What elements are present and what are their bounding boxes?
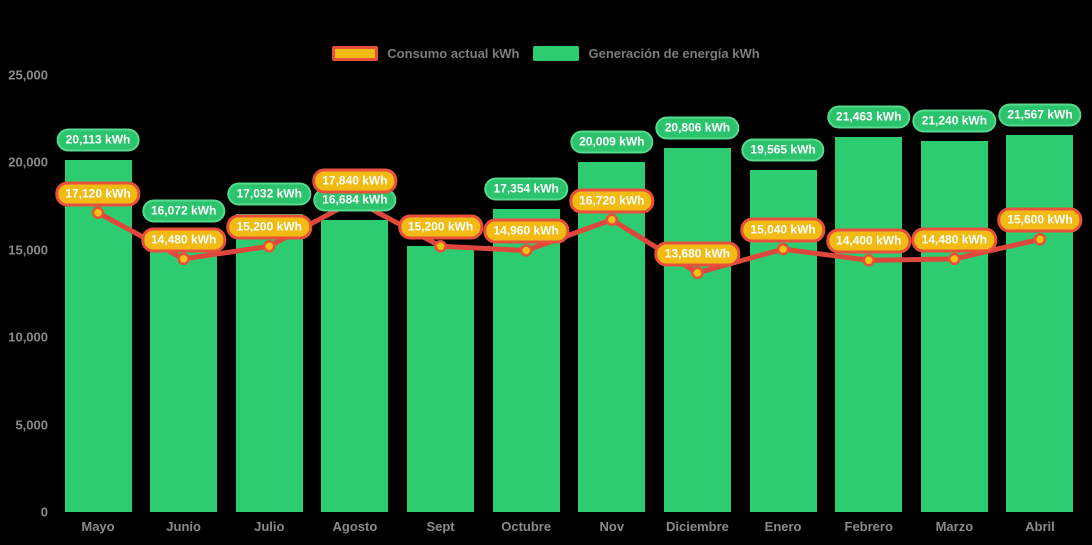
consumption-value-label: 16,720 kWh [569,188,655,214]
generacion-swatch-icon [533,46,580,61]
consumption-point[interactable] [1033,233,1047,246]
generation-value-label: 20,113 kWh [56,128,140,152]
x-axis-label: Octubre [501,519,552,534]
generation-value-label: 16,072 kWh [141,199,226,223]
consumption-value-label: 15,040 kWh [740,217,826,243]
consumption-value-label: 14,400 kWh [826,228,912,254]
legend-label-generacion: Generación de energía kWh [588,46,760,61]
generation-value-label: 19,565 kWh [741,138,825,162]
x-axis-label: Mayo [81,519,115,534]
x-axis-label: Sept [426,519,455,534]
y-axis-tick-label: 25,000 [8,67,48,83]
generation-value-label: 21,240 kWh [912,109,997,133]
consumption-value-label: 15,600 kWh [997,207,1083,233]
consumption-point[interactable] [862,254,875,267]
consumption-value-label: 17,840 kWh [312,168,398,194]
consumption-point[interactable] [691,266,704,280]
y-axis-tick-label: 10,000 [8,329,48,345]
legend-label-consumo: Consumo actual kWh [387,46,520,61]
consumption-value-label: 15,200 kWh [397,214,484,240]
consumption-value-label: 17,120 kWh [55,181,141,207]
consumo-swatch-icon [332,46,379,61]
legend-item-generacion[interactable]: Generación de energía kWh [533,46,760,61]
x-axis-label: Marzo [935,519,974,534]
generation-value-label: 20,806 kWh [655,116,740,140]
generation-bar[interactable] [150,231,218,512]
generation-value-label: 17,032 kWh [227,182,311,206]
consumption-point[interactable] [263,240,276,253]
x-axis-label: Julio [254,519,285,534]
x-axis-label: Junio [166,519,201,534]
generation-value-label: 21,567 kWh [998,103,1082,127]
consumption-point[interactable] [948,252,961,266]
consumption-point[interactable] [91,206,105,219]
y-axis-tick-label: 0 [40,504,48,520]
chart-legend: Consumo actual kWh Generación de energía… [0,46,1092,61]
consumption-value-label: 15,200 kWh [226,214,312,240]
consumption-point[interactable] [434,240,447,253]
generation-bar[interactable] [64,160,132,512]
generation-bar[interactable] [407,246,475,512]
x-axis-label: Agosto [332,519,378,534]
y-axis-tick-label: 15,000 [8,242,48,258]
generation-value-label: 20,009 kWh [570,130,654,154]
legend-item-consumo[interactable]: Consumo actual kWh [332,46,519,61]
generation-bar[interactable] [235,214,303,512]
consumption-point[interactable] [519,244,533,257]
x-axis-label: Diciembre [666,519,729,534]
consumption-point[interactable] [776,242,790,256]
consumption-value-label: 14,480 kWh [140,227,227,253]
generation-value-label: 17,354 kWh [484,177,568,201]
generation-bar[interactable] [920,140,988,512]
generation-bar[interactable] [835,136,903,512]
generation-bar[interactable] [663,148,731,512]
x-axis-label: Enero [764,519,802,534]
generation-bar[interactable] [492,208,560,512]
consumption-value-label: 14,960 kWh [483,218,569,244]
generation-bar[interactable] [321,220,389,512]
generation-bar[interactable] [1006,135,1074,512]
y-axis-tick-label: 5,000 [15,417,48,433]
consumption-point[interactable] [177,252,190,266]
x-axis-label: Febrero [844,519,893,534]
y-axis-tick-label: 20,000 [8,154,48,170]
x-axis-label: Abril [1025,519,1055,534]
consumption-value-label: 13,680 kWh [654,241,741,267]
consumption-point[interactable] [605,213,619,226]
consumption-value-label: 14,480 kWh [911,227,998,253]
x-axis-label: Nov [599,519,625,534]
generation-value-label: 21,463 kWh [827,105,911,129]
consumption-line [95,197,1043,276]
